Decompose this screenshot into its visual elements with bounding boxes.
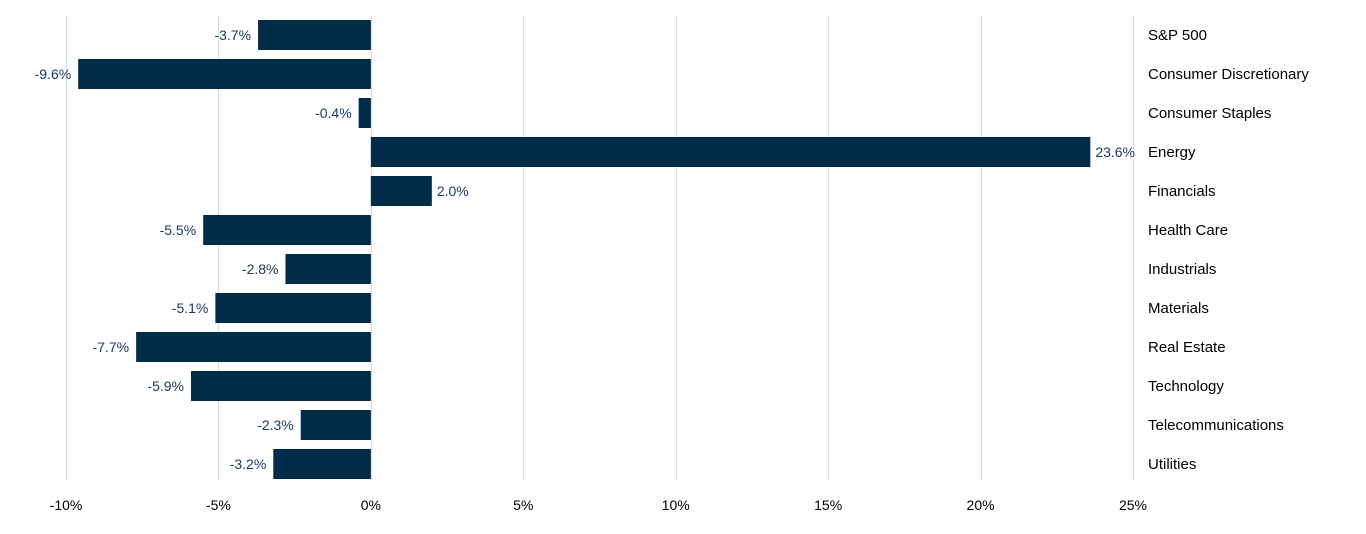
data-label: -5.9% xyxy=(147,378,184,394)
bar xyxy=(258,20,371,50)
category-label: S&P 500 xyxy=(1148,27,1207,44)
bar xyxy=(215,293,371,323)
x-tick-label: 10% xyxy=(662,497,690,513)
bar xyxy=(300,410,371,440)
bar xyxy=(370,176,432,206)
x-tick-label: -10% xyxy=(50,497,83,513)
x-axis-tick-labels: -10% -5% 0% 5% 10% 15% 20% 25% xyxy=(50,497,1147,513)
category-label: Utilities xyxy=(1148,456,1196,473)
bar xyxy=(190,371,371,401)
bar xyxy=(136,332,371,362)
category-label: Health Care xyxy=(1148,222,1228,239)
bar xyxy=(78,59,371,89)
bar xyxy=(370,137,1091,167)
data-label: -9.6% xyxy=(35,66,72,82)
data-label: -0.4% xyxy=(315,105,352,121)
data-label: -3.2% xyxy=(230,456,267,472)
data-label: -5.1% xyxy=(172,300,209,316)
category-label: Real Estate xyxy=(1148,339,1226,356)
data-label: -2.8% xyxy=(242,261,279,277)
category-label: Energy xyxy=(1148,144,1196,161)
data-label: -7.7% xyxy=(93,339,130,355)
bar xyxy=(203,215,371,245)
category-labels: S&P 500 Consumer Discretionary Consumer St… xyxy=(1148,27,1309,473)
x-tick-label: 5% xyxy=(513,497,533,513)
category-label: Consumer Discretionary xyxy=(1148,66,1309,83)
data-label: 2.0% xyxy=(437,183,469,199)
bar xyxy=(358,98,371,128)
gridlines xyxy=(66,16,1134,481)
bar xyxy=(285,254,371,284)
x-tick-label: -5% xyxy=(206,497,231,513)
bars xyxy=(78,20,1091,479)
category-label: Telecommunications xyxy=(1148,417,1284,434)
category-label: Technology xyxy=(1148,378,1224,395)
category-label: Materials xyxy=(1148,300,1209,317)
data-label: -5.5% xyxy=(160,222,197,238)
x-tick-label: 15% xyxy=(814,497,842,513)
x-tick-label: 0% xyxy=(361,497,381,513)
category-label: Financials xyxy=(1148,183,1216,200)
data-label: -3.7% xyxy=(214,27,251,43)
data-label: 23.6% xyxy=(1095,144,1135,160)
x-tick-label: 25% xyxy=(1119,497,1147,513)
category-label: Industrials xyxy=(1148,261,1216,278)
data-labels: -3.7% -9.6% -0.4% 23.6% 2.0% -5.5% -2.8% -5.1% -… xyxy=(35,27,1135,472)
category-label: Consumer Staples xyxy=(1148,105,1271,122)
data-label: -2.3% xyxy=(257,417,294,433)
x-tick-label: 20% xyxy=(967,497,995,513)
bar xyxy=(273,449,371,479)
